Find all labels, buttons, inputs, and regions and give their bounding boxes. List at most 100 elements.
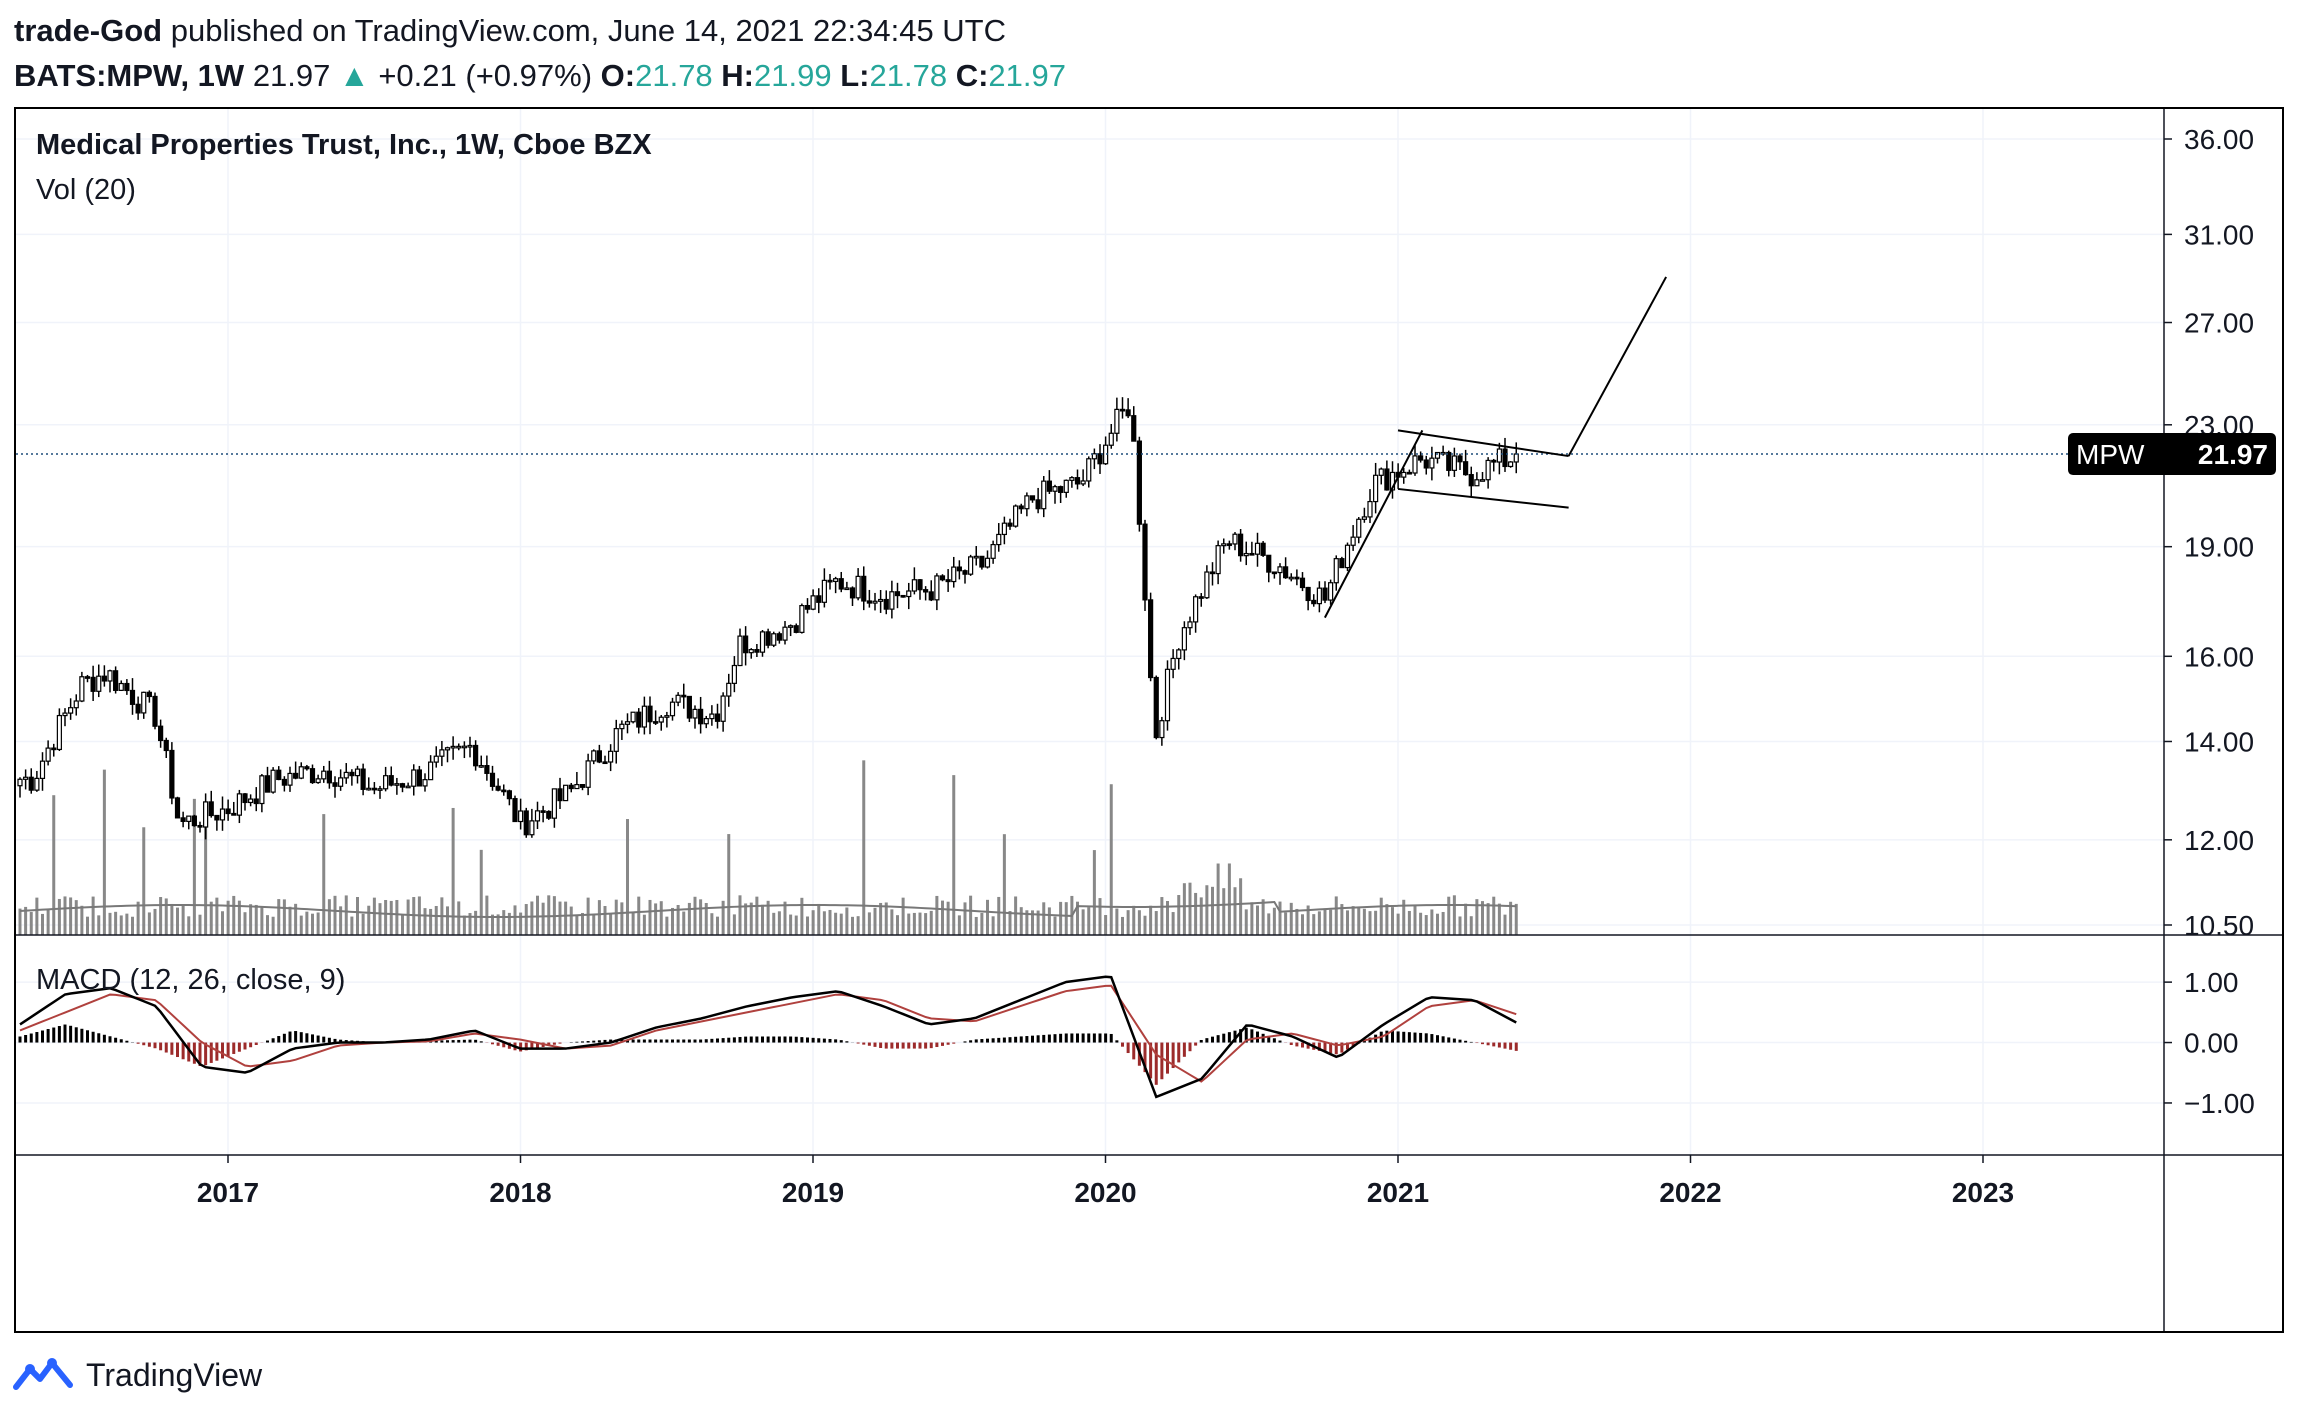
- candle-body: [540, 810, 546, 813]
- chart-canvas[interactable]: 36.0031.0027.0023.0019.0016.0014.0012.00…: [16, 109, 2282, 1331]
- macd-histogram-bar: [1070, 1033, 1074, 1043]
- candle-body: [1159, 720, 1165, 739]
- macd-histogram-bar: [1177, 1042, 1181, 1063]
- macd-histogram-bar: [1059, 1033, 1063, 1043]
- volume-bar: [1317, 911, 1321, 935]
- macd-histogram-bar: [41, 1030, 44, 1043]
- author-name[interactable]: trade-God: [14, 13, 163, 48]
- candle-body: [1249, 552, 1255, 556]
- volume-bar: [873, 907, 877, 935]
- volume-bar: [1475, 899, 1479, 935]
- candle-body: [630, 711, 636, 723]
- candle-body: [1176, 649, 1182, 660]
- macd-histogram-bar: [1464, 1040, 1468, 1043]
- macd-histogram-bar: [1447, 1037, 1451, 1043]
- candle-body: [951, 566, 957, 583]
- volume-bar: [929, 910, 933, 935]
- candle-body: [1198, 596, 1204, 599]
- candle-body: [107, 670, 113, 682]
- volume-bar: [249, 904, 253, 935]
- volume-bar: [1295, 908, 1299, 935]
- chart-frame[interactable]: 36.00 31.00 27.00 23.00 19.00 16.00 14.00 12.00…: [14, 107, 2284, 1333]
- last-price: 21.97: [252, 58, 331, 93]
- candle-body: [1052, 486, 1058, 492]
- last-price-symbol: MPW: [2076, 439, 2145, 470]
- candle-body: [1142, 523, 1148, 601]
- candle-body: [1339, 558, 1345, 569]
- candle-body: [124, 682, 130, 692]
- volume-bar: [462, 915, 466, 935]
- candle-body: [624, 721, 631, 725]
- macd-histogram-bar: [811, 1037, 815, 1043]
- candle-body: [360, 768, 366, 790]
- candle-body: [118, 682, 124, 691]
- volume-bar: [18, 908, 22, 935]
- volume-bar: [1194, 892, 1198, 935]
- candle-body: [849, 587, 856, 599]
- macd-histogram-bar: [1329, 1042, 1333, 1054]
- volume-bar: [474, 910, 478, 935]
- volume-bar: [1430, 909, 1434, 935]
- candle-body: [113, 670, 119, 691]
- volume-bar: [912, 912, 916, 935]
- macd-histogram-bar: [1233, 1030, 1237, 1043]
- volume-bar: [986, 899, 989, 935]
- price-candles: [16, 397, 2164, 840]
- volume-bar: [896, 915, 899, 935]
- price-tick-label: 12.00: [2184, 825, 2254, 856]
- macd-histogram-bar: [969, 1040, 973, 1043]
- candle-body: [653, 721, 659, 724]
- tradingview-footer[interactable]: TradingView: [12, 1355, 262, 1395]
- volume-bar: [744, 903, 748, 935]
- macd-histogram-bar: [552, 1042, 556, 1045]
- candle-body: [371, 787, 377, 791]
- candle-body: [467, 744, 473, 748]
- symbol-label: BATS:MPW, 1W: [14, 58, 245, 93]
- volume-bar: [401, 914, 404, 935]
- chart-title: Medical Properties Trust, Inc., 1W, Cboe…: [36, 129, 652, 161]
- candle-body: [855, 575, 861, 599]
- volume-bar: [1441, 911, 1445, 935]
- volume-bar: [1014, 896, 1018, 935]
- macd-histogram-bar: [176, 1042, 179, 1058]
- candle-body: [473, 744, 479, 767]
- candle-body: [861, 575, 867, 602]
- macd-tick-label: 1.00: [2184, 967, 2239, 998]
- time-tick-label: 2021: [1367, 1177, 1429, 1208]
- macd-histogram-bar: [794, 1036, 798, 1043]
- macd-histogram-bar: [288, 1031, 292, 1043]
- candle-body: [214, 814, 220, 821]
- candle-body: [596, 750, 602, 763]
- macd-histogram-bar: [1486, 1042, 1490, 1046]
- candle-body: [259, 775, 265, 805]
- volume-bar: [1171, 912, 1175, 935]
- trendline-drawings[interactable]: [1323, 276, 1668, 619]
- macd-histogram-bar: [468, 1039, 472, 1043]
- macd-histogram-bar: [609, 1039, 613, 1043]
- candle-body: [1035, 499, 1041, 510]
- volume-bar: [766, 900, 770, 935]
- candle-body: [821, 579, 827, 603]
- volume-bar: [1301, 914, 1304, 935]
- volume-bar: [806, 916, 809, 935]
- tradingview-brand[interactable]: TradingView: [86, 1356, 263, 1393]
- volume-bar: [1042, 902, 1046, 935]
- candle-body: [962, 570, 968, 575]
- macd-histogram-bar: [603, 1039, 607, 1043]
- candle-body: [731, 664, 737, 684]
- volume-bar: [254, 904, 258, 935]
- volume-bar: [41, 913, 44, 935]
- candle-body: [39, 760, 46, 779]
- volume-bar: [1312, 914, 1316, 935]
- volume-bar: [828, 909, 832, 935]
- macd-histogram-bar: [1334, 1042, 1338, 1055]
- volume-bar: [142, 827, 146, 935]
- macd-histogram-bar: [687, 1039, 691, 1043]
- candle-body: [1305, 586, 1311, 602]
- macd-histogram-bar: [434, 1040, 438, 1043]
- macd-histogram-bar: [119, 1039, 123, 1043]
- price-tick-label: 27.00: [2184, 308, 2254, 339]
- macd-histogram-bar: [586, 1041, 590, 1043]
- volume-bar: [86, 916, 89, 935]
- candle-body: [748, 649, 754, 654]
